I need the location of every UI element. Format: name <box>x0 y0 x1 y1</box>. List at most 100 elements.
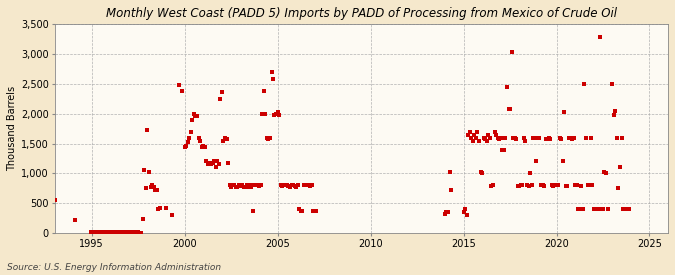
Point <box>236 183 247 188</box>
Point <box>146 183 157 188</box>
Point <box>283 184 294 188</box>
Point <box>548 184 559 188</box>
Point <box>92 231 103 235</box>
Point <box>537 183 548 188</box>
Point <box>124 231 134 235</box>
Point <box>91 231 102 235</box>
Point <box>556 137 566 141</box>
Point <box>267 77 278 81</box>
Point <box>502 84 512 89</box>
Point <box>499 147 510 152</box>
Point <box>522 183 533 188</box>
Point <box>119 231 130 235</box>
Point <box>114 231 125 235</box>
Point <box>215 97 225 101</box>
Point <box>469 132 480 137</box>
Y-axis label: Thousand Barrels: Thousand Barrels <box>7 86 17 171</box>
Point <box>202 162 213 167</box>
Point <box>266 70 277 75</box>
Point <box>303 183 314 188</box>
Point <box>132 231 142 235</box>
Point <box>551 183 562 188</box>
Point <box>259 89 269 93</box>
Point <box>472 129 483 134</box>
Point <box>517 183 528 188</box>
Point <box>86 231 97 235</box>
Point <box>250 183 261 188</box>
Point <box>514 184 524 188</box>
Point <box>607 81 618 86</box>
Point <box>296 208 306 213</box>
Point <box>489 129 500 134</box>
Point <box>558 159 568 164</box>
Point <box>539 184 549 188</box>
Point <box>184 135 194 140</box>
Point <box>568 135 579 140</box>
Title: Monthly West Coast (PADD 5) Imports by PADD of Processing from Mexico of Crude O: Monthly West Coast (PADD 5) Imports by P… <box>106 7 617 20</box>
Point <box>494 137 505 142</box>
Point <box>240 185 250 189</box>
Point <box>94 231 105 235</box>
Point <box>97 231 108 235</box>
Point <box>305 184 316 188</box>
Point <box>468 138 479 143</box>
Point <box>235 184 246 188</box>
Point <box>589 207 599 211</box>
Point <box>590 207 601 211</box>
Point <box>560 184 571 188</box>
Point <box>238 185 249 189</box>
Point <box>292 183 303 188</box>
Point <box>464 129 475 134</box>
Point <box>497 147 508 152</box>
Point <box>520 138 531 143</box>
Point <box>256 111 267 116</box>
Point <box>545 137 556 141</box>
Point <box>595 35 605 39</box>
Point <box>241 183 252 188</box>
Point <box>113 231 124 235</box>
Point <box>90 231 101 235</box>
Point <box>461 213 472 218</box>
Point <box>443 210 454 214</box>
Point <box>115 231 126 235</box>
Point <box>151 188 162 192</box>
Point <box>470 135 481 140</box>
Point <box>213 162 224 167</box>
Point <box>252 183 263 188</box>
Point <box>280 183 291 188</box>
Point <box>566 137 577 141</box>
Point <box>130 231 140 235</box>
Point <box>278 183 289 188</box>
Point <box>542 137 553 141</box>
Text: Source: U.S. Energy Information Administration: Source: U.S. Energy Information Administ… <box>7 263 221 272</box>
Point <box>136 231 146 235</box>
Point <box>523 184 534 188</box>
Point <box>571 183 582 188</box>
Point <box>223 161 234 166</box>
Point <box>193 135 204 140</box>
Point <box>579 81 590 86</box>
Point <box>118 231 129 235</box>
Point <box>261 136 272 140</box>
Point <box>291 185 302 189</box>
Point <box>263 137 274 141</box>
Point <box>536 183 547 188</box>
Point <box>512 184 523 188</box>
Point <box>576 184 587 188</box>
Point <box>132 231 142 235</box>
Point <box>269 112 280 117</box>
Point <box>491 132 502 137</box>
Point <box>194 138 205 143</box>
Point <box>206 162 217 167</box>
Point <box>624 207 634 211</box>
Point <box>480 137 491 141</box>
Point <box>441 210 452 214</box>
Point <box>585 135 596 140</box>
Point <box>294 207 305 211</box>
Point <box>458 210 469 214</box>
Point <box>265 136 275 140</box>
Point <box>99 231 109 235</box>
Point <box>622 207 633 211</box>
Point <box>167 213 178 218</box>
Point <box>127 231 138 235</box>
